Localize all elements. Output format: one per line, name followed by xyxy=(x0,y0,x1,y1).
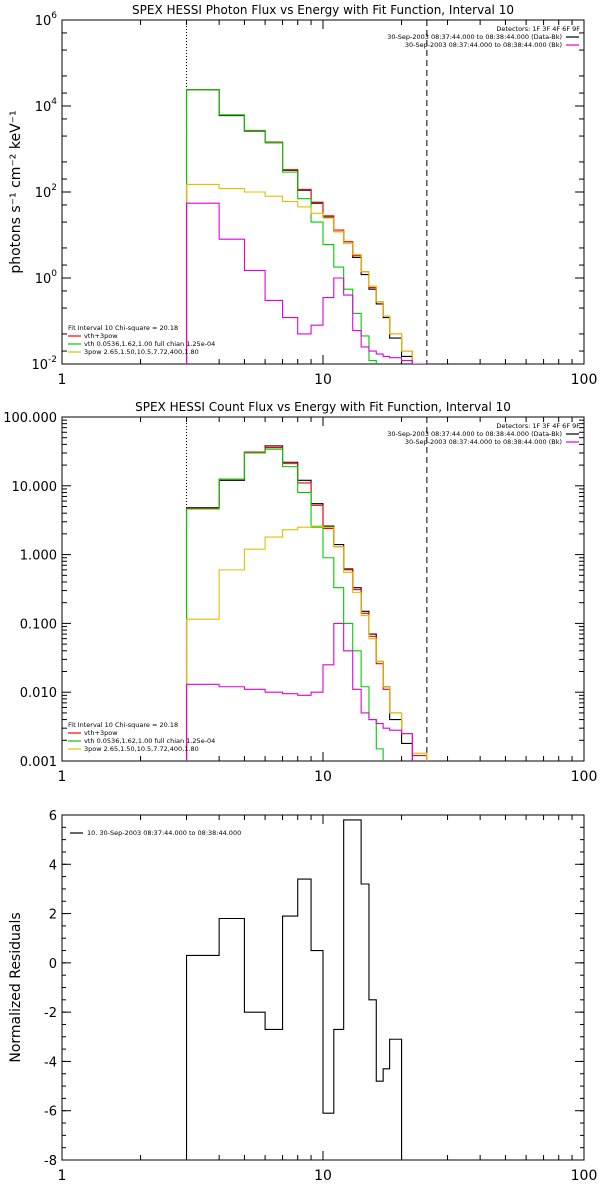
y-tick-label: -8 xyxy=(44,1154,57,1169)
x-tick-label: 100 xyxy=(571,769,598,785)
y-tick-base: 10 xyxy=(35,14,52,29)
x-tick-label: 1 xyxy=(58,372,67,388)
y-tick-base: 10 xyxy=(35,272,52,287)
y-tick-exponent: 4 xyxy=(51,97,57,107)
legend-left-entry: vth 0.0536,1.62,1.00 full chian 1.25e-04 xyxy=(84,737,215,745)
y-tick-label: 4 xyxy=(49,858,57,873)
legend-left-entry: vth 0.0536,1.62,1.00 full chian 1.25e-04 xyxy=(84,340,215,348)
series-line-5 xyxy=(185,202,427,364)
y-tick-exponent: 2 xyxy=(51,183,57,193)
legend-left-entry: 3pow 2.65,1.50,10.5,7.72,400,1.80 xyxy=(84,745,199,753)
y-tick-label: 0.010 xyxy=(20,686,57,701)
legend-right-entry: 30-Sep-2003 08:37:44.000 to 08:38:44.000… xyxy=(387,430,562,438)
x-tick-label: 1 xyxy=(58,1168,67,1184)
y-tick-label: 6 xyxy=(49,809,57,824)
chart-panel-2: SPEX HESSI Count Flux vs Energy with Fit… xyxy=(3,400,597,785)
y-tick-label: 104 xyxy=(35,97,58,115)
legend-right-entry: 30-Sep-2003 08:37:44.000 to 08:38:44.000… xyxy=(405,438,562,446)
y-axis-label: Normalized Residuals xyxy=(8,912,24,1062)
series-line-5 xyxy=(185,622,413,761)
legend-left-entry: vth+3pow xyxy=(84,332,118,340)
x-tick-label: 100 xyxy=(571,372,598,388)
y-tick-label: 100 xyxy=(35,269,58,287)
legend-right-entry: Detectors: 1F 3F 4F 6F 9F xyxy=(496,422,580,430)
chart-title: SPEX HESSI Photon Flux vs Energy with Fi… xyxy=(132,3,514,17)
legend-right-entry: 30-Sep-2003 08:37:44.000 to 08:38:44.000… xyxy=(405,41,562,49)
series-line-4 xyxy=(185,183,456,364)
y-tick-base: 10 xyxy=(35,186,52,201)
legend-left-title: Fit Interval 10 Chi-square = 20.18 xyxy=(68,324,178,332)
y-tick-label: 102 xyxy=(35,183,57,201)
series-line-1 xyxy=(185,819,403,1160)
y-tick-exponent: -2 xyxy=(48,355,57,365)
legend-left-entry: vth+3pow xyxy=(84,729,118,737)
x-tick-label: 10 xyxy=(314,769,332,785)
y-tick-label: 10-2 xyxy=(31,355,57,373)
x-tick-label: 1 xyxy=(58,769,67,785)
y-tick-label: 100.000 xyxy=(3,411,57,426)
y-tick-base: 10 xyxy=(35,100,52,115)
y-tick-label: 10.000 xyxy=(12,480,58,495)
y-tick-label: 0.001 xyxy=(20,755,57,770)
legend-right-entry: Detectors: 1F 3F 4F 6F 9F xyxy=(496,25,580,33)
series-line-3 xyxy=(185,448,384,761)
chart-panel-3: 1 10 100 -8 -6 -4 -2 0 2 4 6 Normalized Residuals 10… xyxy=(8,809,597,1184)
y-tick-label: 106 xyxy=(35,11,58,29)
chart-panel-1: SPEX HESSI Photon Flux vs Energy with Fi… xyxy=(8,3,597,388)
series-line-3 xyxy=(185,89,384,364)
y-axis-label: photons s⁻¹ cm⁻² keV⁻¹ xyxy=(8,110,24,273)
chart-title: SPEX HESSI Count Flux vs Energy with Fit… xyxy=(135,400,511,414)
y-tick-base: 10 xyxy=(31,358,48,373)
x-tick-label: 10 xyxy=(314,372,332,388)
legend-left-title: 10. 30-Sep-2003 08:37:44.000 to 08:38:44… xyxy=(87,829,241,837)
y-tick-label: -2 xyxy=(44,1006,57,1021)
x-tick-label: 10 xyxy=(314,1168,332,1184)
y-tick-label: 2 xyxy=(49,908,57,923)
series-group xyxy=(185,89,456,364)
y-tick-label: -6 xyxy=(44,1105,57,1120)
y-tick-label: 0 xyxy=(49,957,57,972)
y-tick-label: 0.100 xyxy=(20,617,57,632)
series-group xyxy=(185,819,403,1160)
legend-right-entry: 30-Sep-2003 08:37:44.000 to 08:38:44.000… xyxy=(387,33,562,41)
y-tick-label: 1.000 xyxy=(20,549,57,564)
y-tick-exponent: 0 xyxy=(51,269,57,279)
y-tick-label: -4 xyxy=(44,1055,57,1070)
x-tick-label: 100 xyxy=(571,1168,598,1184)
series-line-4 xyxy=(185,525,428,761)
legend-left-title: Fit Interval 10 Chi-square = 20.18 xyxy=(68,721,178,729)
legend-left-entry: 3pow 2.65,1.50,10.5,7.72,400,1.80 xyxy=(84,348,199,356)
y-tick-exponent: 6 xyxy=(51,11,57,21)
series-group xyxy=(185,445,428,761)
